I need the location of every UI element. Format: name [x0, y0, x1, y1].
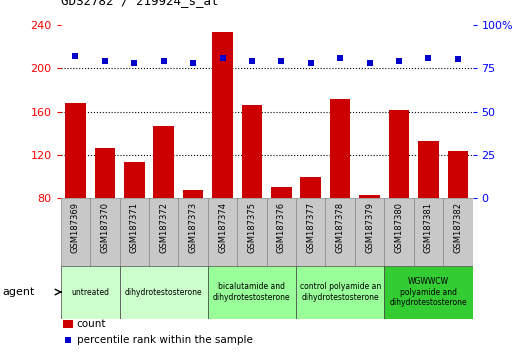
Text: GSM187371: GSM187371	[130, 202, 139, 253]
Text: control polyamide an
dihydrotestosterone: control polyamide an dihydrotestosterone	[299, 282, 381, 302]
Point	[130, 60, 138, 66]
Point	[424, 55, 432, 61]
Point	[159, 58, 168, 64]
Text: GSM187373: GSM187373	[188, 202, 197, 253]
Bar	[414, 198, 443, 266]
Bar	[296, 266, 384, 319]
Point	[336, 55, 344, 61]
Text: GSM187378: GSM187378	[336, 202, 345, 253]
Text: WGWWCW
polyamide and
dihydrotestosterone: WGWWCW polyamide and dihydrotestosterone	[390, 277, 467, 307]
Bar	[61, 266, 119, 319]
Bar	[208, 198, 237, 266]
Text: GSM187372: GSM187372	[159, 202, 168, 253]
Bar	[65, 103, 86, 285]
Text: GSM187380: GSM187380	[394, 202, 403, 253]
Text: GSM187370: GSM187370	[100, 202, 109, 253]
Bar	[154, 126, 174, 285]
Text: count: count	[77, 319, 106, 329]
Bar	[242, 105, 262, 285]
Bar	[63, 320, 73, 328]
Bar	[389, 110, 409, 285]
Point	[71, 53, 80, 59]
Bar	[384, 198, 414, 266]
Bar	[296, 198, 325, 266]
Text: GDS2782 / 219924_s_at: GDS2782 / 219924_s_at	[61, 0, 218, 7]
Bar	[267, 198, 296, 266]
Bar	[119, 266, 208, 319]
Text: GSM187382: GSM187382	[454, 202, 463, 253]
Bar	[149, 198, 178, 266]
Text: GSM187377: GSM187377	[306, 202, 315, 253]
Bar	[418, 141, 439, 285]
Bar	[208, 266, 296, 319]
Bar	[448, 150, 468, 285]
Point	[365, 60, 374, 66]
Text: GSM187379: GSM187379	[365, 202, 374, 253]
Text: GSM187375: GSM187375	[248, 202, 257, 253]
Text: untreated: untreated	[71, 287, 109, 297]
Text: bicalutamide and
dihydrotestosterone: bicalutamide and dihydrotestosterone	[213, 282, 291, 302]
Bar	[359, 195, 380, 285]
Text: GSM187374: GSM187374	[218, 202, 227, 253]
Point	[218, 55, 227, 61]
Bar	[95, 148, 115, 285]
Bar	[300, 177, 321, 285]
Bar	[325, 198, 355, 266]
Point	[454, 57, 462, 62]
Bar	[119, 198, 149, 266]
Text: dihydrotestosterone: dihydrotestosterone	[125, 287, 203, 297]
Point	[277, 58, 286, 64]
Text: GSM187376: GSM187376	[277, 202, 286, 253]
Bar	[355, 198, 384, 266]
Bar	[384, 266, 473, 319]
Text: GSM187381: GSM187381	[424, 202, 433, 253]
Point	[307, 60, 315, 66]
Bar	[61, 198, 90, 266]
Bar	[124, 162, 145, 285]
Bar	[212, 32, 233, 285]
Bar	[90, 198, 119, 266]
Point	[395, 58, 403, 64]
Text: GSM187369: GSM187369	[71, 202, 80, 253]
Bar	[443, 198, 473, 266]
Point	[64, 337, 72, 343]
Point	[101, 58, 109, 64]
Point	[189, 60, 197, 66]
Bar	[237, 198, 267, 266]
Bar	[183, 190, 203, 285]
Bar	[271, 187, 291, 285]
Bar	[178, 198, 208, 266]
Text: agent: agent	[3, 287, 35, 297]
Point	[248, 58, 256, 64]
Bar	[330, 98, 351, 285]
Text: percentile rank within the sample: percentile rank within the sample	[77, 335, 252, 345]
